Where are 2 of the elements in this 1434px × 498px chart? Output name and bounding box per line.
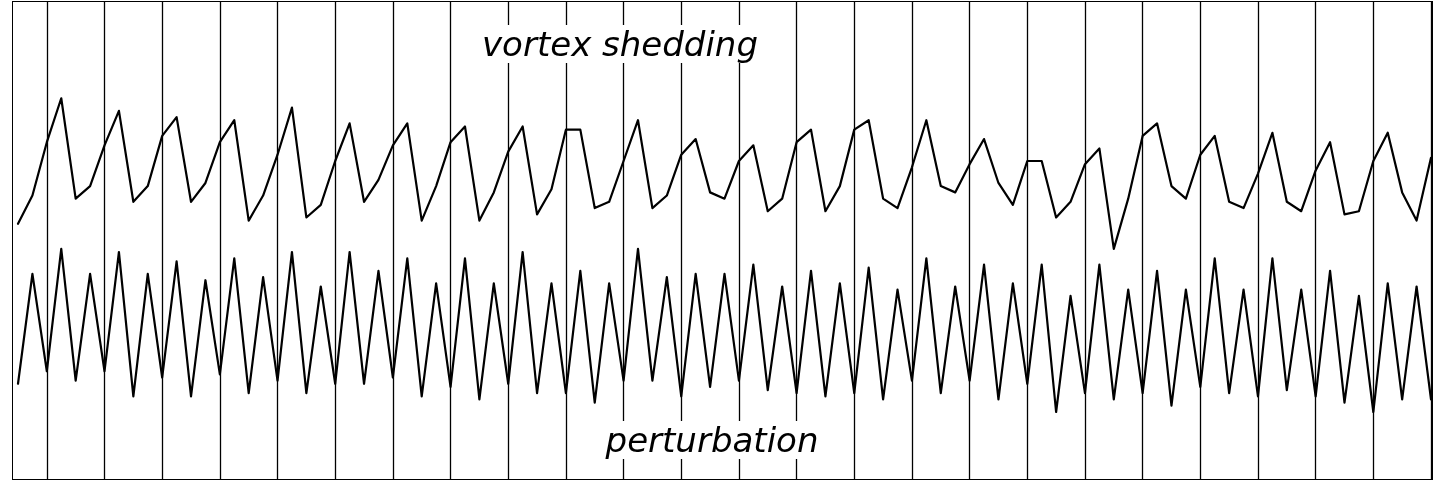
legend-label: perturbation: [604, 420, 819, 460]
series-label: vortex shedding: [481, 24, 759, 64]
